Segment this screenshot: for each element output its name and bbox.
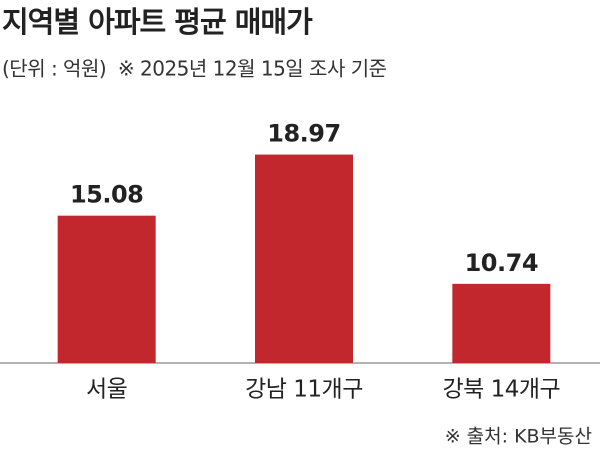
chart-subtitle: (단위 : 억원) ※ 2025년 12월 15일 조사 기준 <box>2 57 387 81</box>
value-label: 10.74 <box>465 249 538 277</box>
source: ※ 출처: KB부동산 <box>445 426 592 448</box>
x-tick-label: 강남 11개구 <box>245 377 363 403</box>
x-tick-label: 강북 14개구 <box>442 377 560 403</box>
chart-title: 지역별 아파트 평균 매매가 <box>2 5 313 39</box>
bar <box>452 283 551 363</box>
bar <box>57 215 156 363</box>
value-label: 15.08 <box>70 181 143 209</box>
bar <box>255 154 353 363</box>
value-label: 18.97 <box>267 120 340 148</box>
x-tick-label: 서울 <box>86 377 127 403</box>
